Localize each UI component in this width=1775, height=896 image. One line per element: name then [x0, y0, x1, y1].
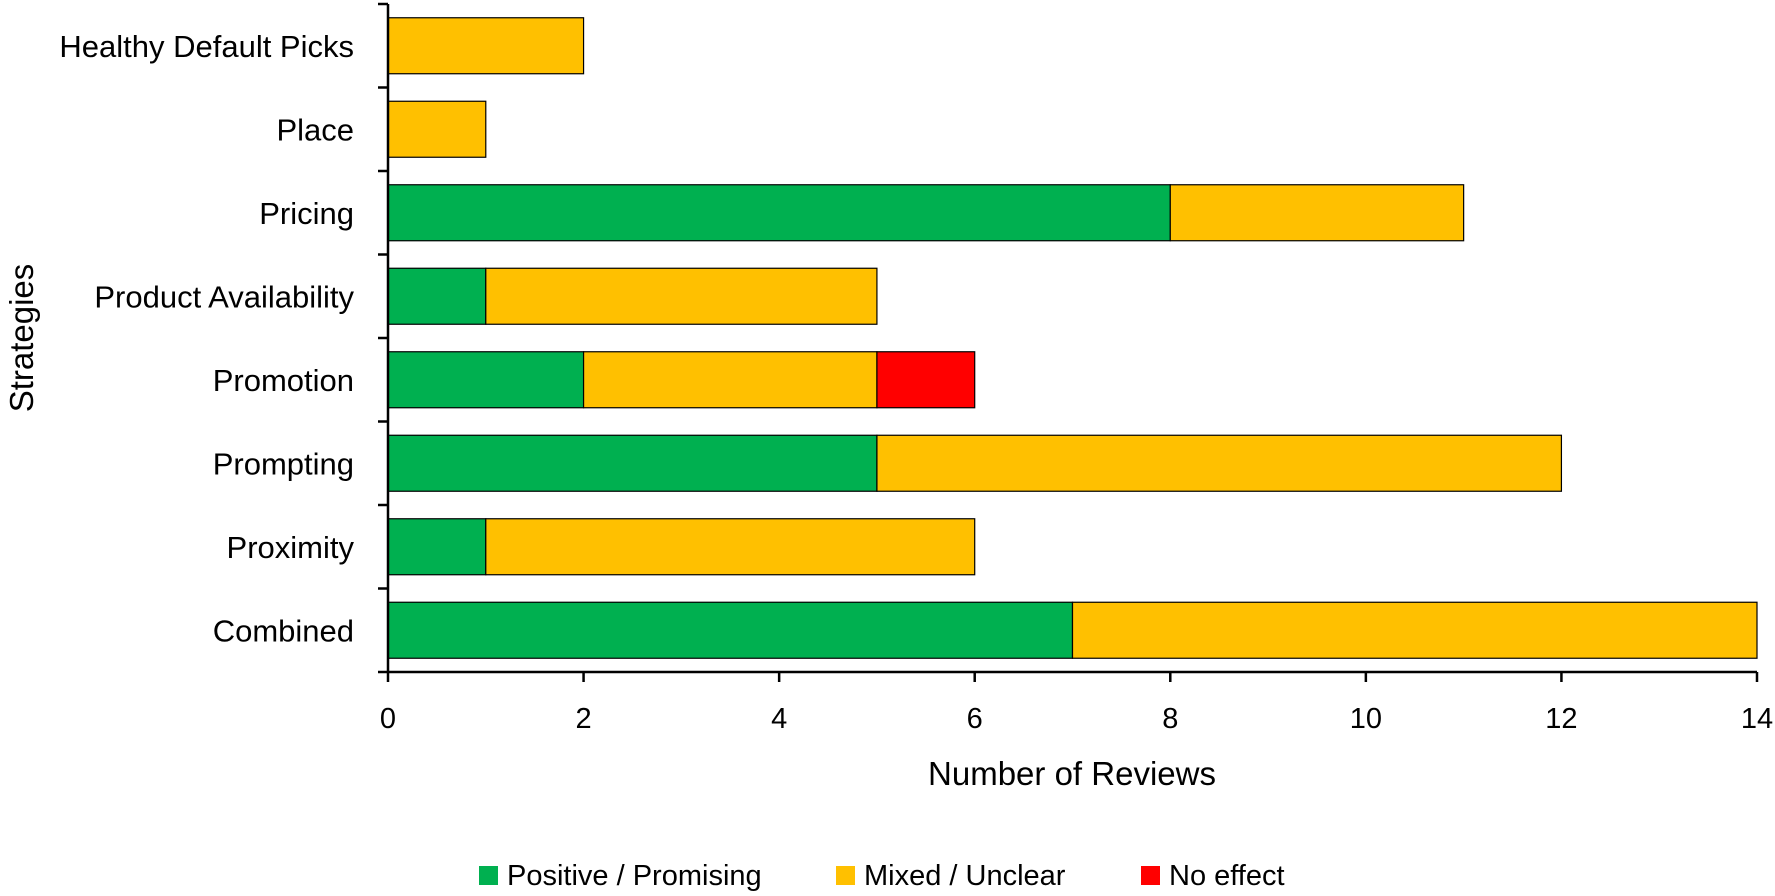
y-tick-label: Pricing [259, 196, 354, 231]
x-tick-label: 14 [1741, 703, 1773, 735]
y-tick-label: Combined [213, 613, 354, 648]
bar-combined-positive-promising [387, 601, 1074, 659]
y-tick-label: Promotion [213, 363, 354, 398]
bar-prompting-positive-promising [387, 434, 878, 492]
x-tick-label: 0 [380, 703, 396, 735]
labels-group: Healthy Default Picks Place Pricing Product… [3, 29, 1773, 792]
bar-product-availability-mixed-unclear [485, 267, 878, 325]
y-tick-label: Healthy Default Picks [59, 29, 354, 64]
legend-label-mixed-unclear: Mixed / Unclear [864, 860, 1066, 892]
legend-label-positive-promising: Positive / Promising [507, 860, 762, 892]
bar-proximity-positive-promising [387, 518, 487, 576]
bar-prompting-mixed-unclear [876, 434, 1563, 492]
y-axis-title: Strategies [3, 264, 40, 413]
bar-promotion-positive-promising [387, 351, 585, 409]
bar-proximity-mixed-unclear [485, 518, 976, 576]
bar-place-mixed-unclear [387, 100, 487, 158]
x-axis-title: Number of Reviews [928, 755, 1216, 792]
y-tick-label: Place [276, 112, 354, 147]
x-tick-label: 6 [967, 703, 983, 735]
bar-pricing-mixed-unclear [1169, 184, 1465, 242]
x-tick-label: 12 [1545, 703, 1577, 735]
legend: Positive / Promising Mixed / Unclear No ef… [479, 860, 1285, 892]
y-tick-label: Product Availability [94, 279, 354, 314]
y-tick-label: Prompting [213, 446, 354, 481]
bar-product-availability-positive-promising [387, 267, 487, 325]
x-tick-label: 4 [771, 703, 787, 735]
legend-label-no-effect: No effect [1169, 860, 1285, 892]
bars-group [387, 17, 1758, 659]
legend-swatch-positive-promising [479, 866, 498, 885]
x-tick-label: 8 [1162, 703, 1178, 735]
y-tick-label: Proximity [227, 530, 355, 565]
bar-healthy-default-picks-mixed-unclear [387, 17, 585, 75]
axes-group [378, 2, 1759, 682]
x-tick-label: 10 [1350, 703, 1382, 735]
legend-swatch-mixed-unclear [836, 866, 855, 885]
bar-promotion-mixed-unclear [582, 351, 878, 409]
bar-combined-mixed-unclear [1071, 601, 1758, 659]
x-tick-label: 2 [576, 703, 592, 735]
bar-promotion-no-effect [876, 351, 976, 409]
bar-pricing-positive-promising [387, 184, 1171, 242]
legend-swatch-no-effect [1141, 866, 1160, 885]
